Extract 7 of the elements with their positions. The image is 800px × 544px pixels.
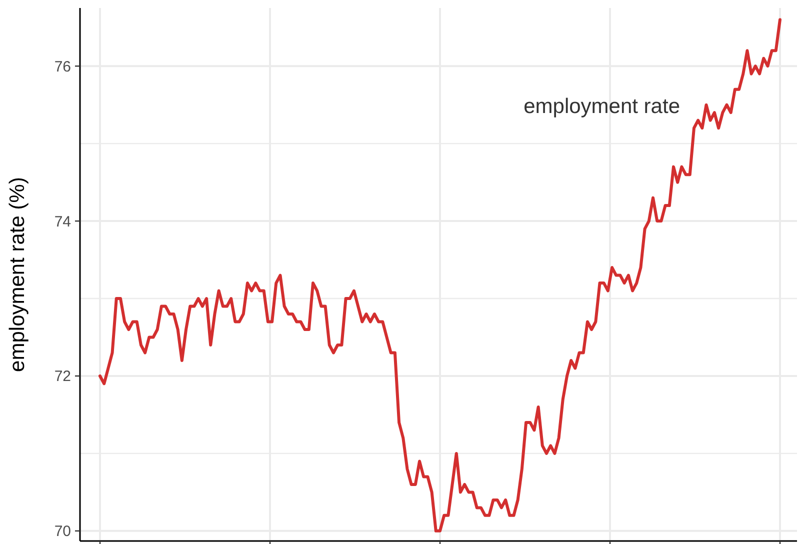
y-tick-label: 70 — [54, 523, 71, 540]
y-axis-title: employment rate (%) — [6, 177, 29, 372]
y-tick-label: 72 — [54, 368, 71, 386]
y-tick-label: 76 — [54, 58, 71, 76]
y-tick-label: 74 — [54, 213, 71, 230]
line-series — [98, 18, 782, 532]
series-label: employment rate — [524, 95, 680, 118]
